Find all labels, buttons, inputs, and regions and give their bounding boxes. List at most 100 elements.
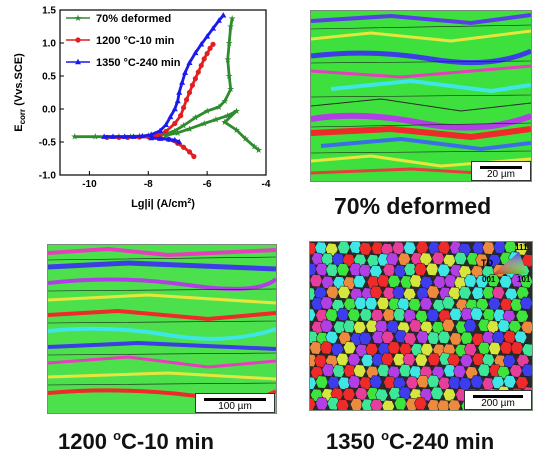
data-point: ★ xyxy=(225,39,233,49)
data-point xyxy=(181,105,187,111)
data-point xyxy=(195,69,201,75)
data-point xyxy=(189,82,196,88)
grain xyxy=(448,376,462,390)
grain xyxy=(310,341,323,355)
data-point xyxy=(172,120,178,127)
grain xyxy=(427,352,441,367)
data-point xyxy=(162,121,169,128)
data-point xyxy=(176,89,183,95)
data-point xyxy=(183,97,190,103)
data-point xyxy=(165,136,172,142)
data-point xyxy=(201,56,207,62)
grain xyxy=(430,386,444,400)
y-tick-label: -0.5 xyxy=(39,138,57,149)
data-point: ★ xyxy=(171,127,179,137)
grain xyxy=(521,343,532,357)
caption-1200: 1200 oC-10 min xyxy=(58,428,214,454)
grain xyxy=(463,319,477,333)
grain xyxy=(319,341,334,355)
data-point: ★ xyxy=(174,129,182,139)
data-point xyxy=(210,41,216,47)
data-point xyxy=(167,113,174,120)
data-point xyxy=(186,59,193,65)
grain xyxy=(520,320,532,334)
grain xyxy=(514,330,528,344)
grain xyxy=(394,329,408,344)
data-point: ★ xyxy=(255,146,263,156)
grain xyxy=(310,308,316,322)
grain xyxy=(336,399,350,410)
ebsd-map-1350: 111 TD 001 101 200 µm xyxy=(309,241,533,411)
data-point xyxy=(163,128,169,135)
data-point: ★ xyxy=(91,133,99,143)
grain xyxy=(436,399,451,410)
x-tick-label: -6 xyxy=(203,179,212,190)
data-point: ★ xyxy=(180,122,188,132)
grain xyxy=(499,341,513,355)
data-point xyxy=(210,25,217,31)
legend-label: 1200 °C-10 min xyxy=(96,35,175,47)
grain xyxy=(519,296,532,310)
data-point xyxy=(220,12,227,18)
data-point: ★ xyxy=(162,131,170,141)
grain xyxy=(447,286,462,300)
data-point: ★ xyxy=(225,72,233,82)
scale-bar-1200: 100 µm xyxy=(195,393,275,413)
x-tick-label: -8 xyxy=(144,179,153,190)
grain xyxy=(350,398,364,410)
data-point xyxy=(176,138,183,145)
grain xyxy=(425,262,439,276)
data-point: ★ xyxy=(227,85,235,95)
data-point xyxy=(139,132,146,139)
grain xyxy=(413,262,428,277)
plot-frame xyxy=(59,9,267,176)
data-point xyxy=(148,131,155,137)
grain xyxy=(427,399,441,410)
y-tick-label: -1.0 xyxy=(39,171,57,182)
legend-label: 1350 °C-240 min xyxy=(96,57,181,69)
grain xyxy=(325,263,339,277)
ebsd-map-1200: 100 µm xyxy=(47,244,277,414)
data-point: ★ xyxy=(250,143,258,153)
grain xyxy=(477,363,491,377)
data-point xyxy=(207,45,213,51)
data-point: ★ xyxy=(228,15,236,25)
data-point: ★ xyxy=(233,107,241,117)
data-point: ★ xyxy=(227,23,235,33)
y-axis-label: Ecorr (Vvs.SCE) xyxy=(13,53,27,132)
grain xyxy=(358,242,373,256)
legend-label: 70% deformed xyxy=(96,13,171,25)
data-point: ★ xyxy=(241,135,249,145)
data-point: ★ xyxy=(191,114,199,124)
data-point xyxy=(157,127,164,133)
data-point xyxy=(204,50,210,57)
data-point: ★ xyxy=(212,116,220,126)
grain xyxy=(325,308,339,322)
data-point xyxy=(198,62,204,69)
grain xyxy=(349,242,363,254)
data-point: ★ xyxy=(224,56,232,66)
grain xyxy=(385,252,400,266)
grain xyxy=(416,374,430,389)
grain xyxy=(392,308,407,322)
data-point xyxy=(178,113,184,119)
data-point: ★ xyxy=(221,97,229,107)
data-point xyxy=(121,133,128,139)
grain xyxy=(380,352,394,366)
x-tick-label: -10 xyxy=(82,179,97,190)
data-point xyxy=(101,133,108,139)
grain xyxy=(470,375,484,389)
grain xyxy=(315,262,329,277)
data-point xyxy=(186,89,193,96)
y-tick-label: 0.0 xyxy=(42,105,56,116)
grain xyxy=(394,397,408,410)
legend-marker xyxy=(75,37,81,43)
series-line-3 xyxy=(104,14,225,139)
grain xyxy=(370,398,384,410)
data-point xyxy=(171,136,178,143)
data-point: ★ xyxy=(200,120,208,130)
data-point xyxy=(186,149,193,155)
grain xyxy=(426,285,440,299)
grain xyxy=(466,252,480,266)
grain xyxy=(326,397,341,410)
